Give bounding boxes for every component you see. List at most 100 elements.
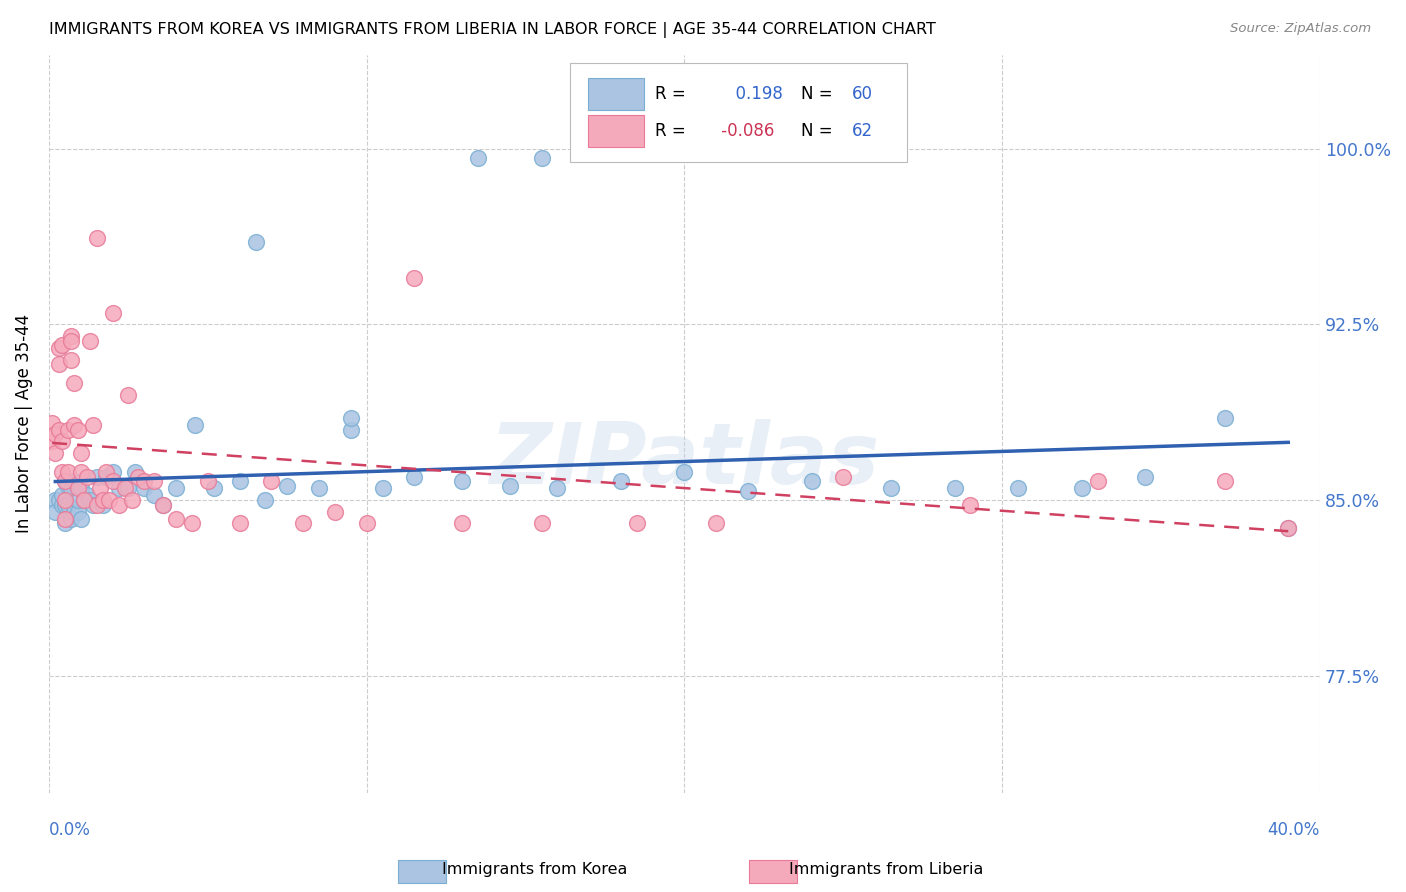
Point — [101, 475, 124, 489]
Text: R =: R = — [655, 122, 686, 140]
Point — [86, 469, 108, 483]
Point — [404, 270, 426, 285]
Point — [44, 446, 66, 460]
Point — [1135, 469, 1157, 483]
Point — [56, 479, 79, 493]
Point — [451, 475, 474, 489]
Point — [165, 512, 187, 526]
Text: 62: 62 — [852, 122, 873, 140]
Point — [292, 516, 315, 531]
Text: -0.086: -0.086 — [716, 122, 775, 140]
Point — [737, 483, 759, 498]
Point — [69, 481, 91, 495]
Text: 60: 60 — [852, 86, 873, 103]
Point — [86, 231, 108, 245]
Point — [79, 493, 101, 508]
Point — [60, 481, 83, 495]
Text: 40.0%: 40.0% — [1268, 821, 1320, 838]
Point — [63, 418, 86, 433]
Point — [101, 306, 124, 320]
Point — [66, 481, 89, 495]
Point — [1213, 475, 1236, 489]
Point — [142, 488, 165, 502]
Point — [202, 481, 225, 495]
FancyBboxPatch shape — [569, 62, 907, 162]
Point — [63, 376, 86, 390]
Point — [152, 498, 174, 512]
Point — [704, 516, 727, 531]
Point — [959, 498, 981, 512]
Point — [371, 481, 394, 495]
Text: R =: R = — [655, 86, 686, 103]
Text: Immigrants from Korea: Immigrants from Korea — [441, 863, 627, 877]
Point — [356, 516, 378, 531]
Point — [142, 475, 165, 489]
Point — [73, 493, 96, 508]
Point — [165, 481, 187, 495]
Text: 0.198: 0.198 — [725, 86, 783, 103]
Point — [41, 416, 63, 430]
Point — [56, 465, 79, 479]
Point — [101, 465, 124, 479]
Point — [53, 475, 76, 489]
Point — [44, 505, 66, 519]
Point — [53, 512, 76, 526]
Point — [1007, 481, 1029, 495]
FancyBboxPatch shape — [398, 860, 446, 883]
Point — [63, 475, 86, 489]
Point — [66, 505, 89, 519]
Point — [228, 475, 250, 489]
Point — [134, 481, 156, 495]
Text: ZIPatlas: ZIPatlas — [489, 419, 880, 502]
Point — [79, 334, 101, 348]
Point — [98, 493, 121, 508]
Text: N =: N = — [801, 86, 832, 103]
Point — [260, 475, 283, 489]
Point — [69, 465, 91, 479]
Text: IMMIGRANTS FROM KOREA VS IMMIGRANTS FROM LIBERIA IN LABOR FORCE | AGE 35-44 CORR: IMMIGRANTS FROM KOREA VS IMMIGRANTS FROM… — [49, 22, 936, 38]
Point — [880, 481, 903, 495]
Point — [56, 498, 79, 512]
FancyBboxPatch shape — [749, 860, 797, 883]
Point — [51, 498, 73, 512]
Point — [44, 493, 66, 508]
Point — [89, 481, 111, 495]
Point — [1070, 481, 1092, 495]
Point — [51, 434, 73, 449]
Point — [48, 357, 70, 371]
Point — [228, 516, 250, 531]
Point — [1277, 521, 1299, 535]
Point — [117, 481, 139, 495]
Point — [626, 516, 648, 531]
Point — [96, 465, 118, 479]
Point — [51, 338, 73, 352]
Point — [53, 493, 76, 508]
Point — [1213, 411, 1236, 425]
Point — [340, 411, 363, 425]
Point — [51, 488, 73, 502]
Point — [245, 235, 267, 250]
Text: 0.0%: 0.0% — [49, 821, 91, 838]
Point — [51, 465, 73, 479]
Y-axis label: In Labor Force | Age 35-44: In Labor Force | Age 35-44 — [15, 314, 32, 533]
Point — [254, 493, 277, 508]
Point — [832, 469, 855, 483]
Point — [48, 341, 70, 355]
Point — [124, 465, 146, 479]
Point — [184, 418, 207, 433]
Point — [943, 481, 966, 495]
Point — [44, 427, 66, 442]
Point — [53, 498, 76, 512]
Point — [60, 334, 83, 348]
FancyBboxPatch shape — [588, 78, 644, 111]
Point — [48, 423, 70, 437]
Point — [82, 498, 104, 512]
Point — [467, 151, 489, 165]
Text: Source: ZipAtlas.com: Source: ZipAtlas.com — [1230, 22, 1371, 36]
Point — [60, 329, 83, 343]
Text: Immigrants from Liberia: Immigrants from Liberia — [789, 863, 983, 877]
Point — [546, 481, 568, 495]
FancyBboxPatch shape — [588, 115, 644, 147]
Point — [41, 434, 63, 449]
Point — [530, 516, 553, 531]
